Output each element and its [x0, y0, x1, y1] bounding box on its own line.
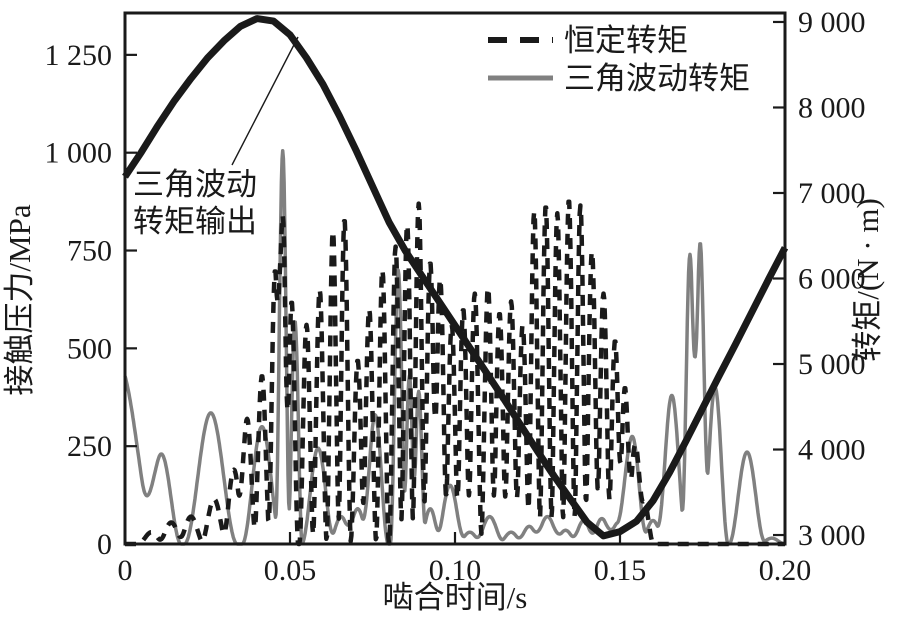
right-tick-label: 9 000 — [798, 6, 866, 39]
x-axis-label: 啮合时间/s — [383, 580, 528, 615]
legend-entry-label: 三角波动转矩 — [564, 61, 750, 96]
left-tick-label: 1 000 — [45, 137, 113, 170]
x-tick-label: 0.15 — [594, 554, 647, 587]
annotation-leader-line — [231, 36, 299, 166]
right-tick-label: 3 000 — [798, 519, 866, 552]
right-tick-label: 4 000 — [798, 434, 866, 467]
right-tick-label: 5 000 — [798, 348, 866, 381]
series-triangular-torque-pressure — [123, 148, 787, 546]
left-tick-label: 250 — [67, 430, 112, 463]
series-constant-torque-pressure — [123, 199, 787, 547]
annotation-label: 转矩输出 — [133, 204, 257, 239]
x-tick-label: 0.10 — [429, 554, 482, 587]
right-tick-label: 7 000 — [798, 177, 866, 210]
x-tick-label: 0.20 — [759, 554, 812, 587]
left-tick-label: 750 — [67, 235, 112, 268]
x-tick-label: 0 — [118, 554, 133, 587]
legend-entry-label: 恒定转矩 — [564, 23, 688, 58]
left-tick-label: 500 — [67, 332, 112, 365]
left-tick-label: 0 — [97, 528, 112, 561]
x-tick-label: 0.05 — [264, 554, 317, 587]
right-tick-label: 8 000 — [798, 91, 866, 124]
left-tick-label: 1 250 — [45, 39, 113, 72]
left-axis-label: 接触压力/MPa — [2, 204, 37, 395]
right-axis-label: 转矩/(N · m) — [850, 198, 885, 362]
annotation-label: 三角波动 — [133, 167, 257, 202]
right-tick-label: 6 000 — [798, 263, 866, 296]
series-torque-output — [122, 15, 789, 540]
